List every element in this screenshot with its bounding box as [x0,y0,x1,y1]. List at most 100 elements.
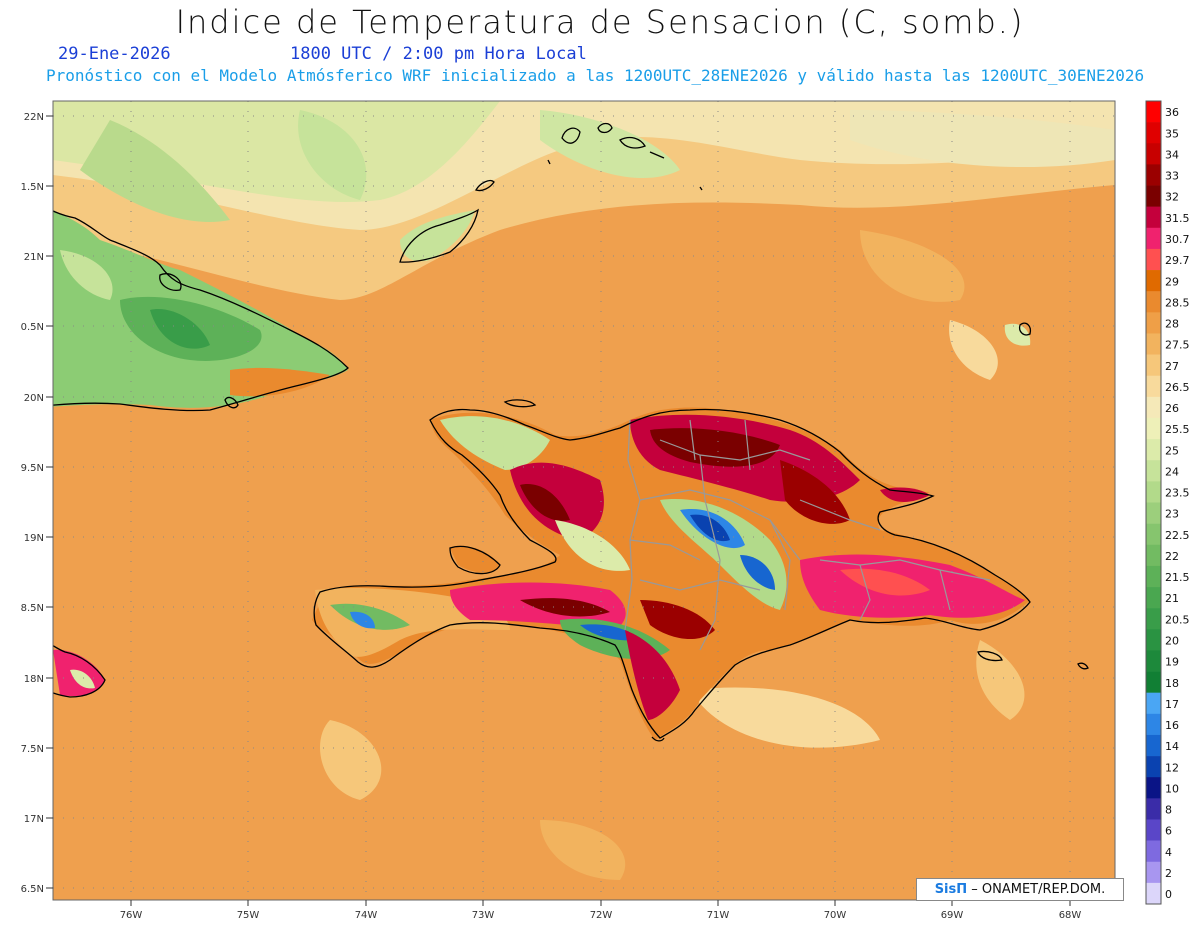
legend-label: 31.5 [1165,212,1190,225]
legend-label: 14 [1165,740,1179,753]
legend-label: 25 [1165,444,1179,457]
legend-label: 21.5 [1165,571,1190,584]
legend-swatch [1146,650,1161,672]
legend-swatch [1146,291,1161,313]
legend-label: 19 [1165,656,1179,669]
legend-label: 4 [1165,846,1172,859]
lat-label: 7.5N [21,744,44,755]
map-plot-area [53,101,1115,900]
legend-label: 16 [1165,719,1179,732]
coastlines [53,122,1089,742]
legend-swatch [1146,164,1161,186]
legend-label: 32 [1165,191,1179,204]
legend-label: 27 [1165,360,1179,373]
legend-swatch [1146,861,1161,884]
legend-label: 21 [1165,592,1179,605]
lat-label: 22N [24,112,44,123]
legend-label: 26 [1165,402,1179,415]
legend-swatch [1146,101,1161,123]
legend-swatch [1146,777,1161,799]
legend-swatch [1146,312,1161,334]
legend-label: 2 [1165,867,1172,880]
legend-swatch [1146,756,1161,778]
lon-label: 71W [707,910,730,921]
plot-frame [52,100,1116,901]
lat-label: 18N [24,674,44,685]
legend-swatch [1146,587,1161,609]
legend-swatch [1146,460,1161,482]
lat-label: 17N [24,814,44,825]
legend-label: 34 [1165,148,1179,161]
legend-label: 29 [1165,275,1179,288]
legend-swatch [1146,143,1161,165]
legend-label: 36 [1165,106,1179,119]
legend-swatch [1146,122,1161,144]
lat-label: 8.5N [21,603,44,614]
credit-box: SisΠ – ONAMET/REP.DOM. [916,878,1124,901]
legend-swatch [1146,819,1161,841]
legend-swatch [1146,882,1161,905]
legend-label: 28 [1165,318,1179,331]
legend-label: 0 [1165,888,1172,901]
legend-label: 27.5 [1165,339,1190,352]
lon-ticks [130,900,1071,906]
legend-swatch [1146,544,1161,567]
forecast-time: 1800 UTC / 2:00 pm Hora Local [290,44,587,64]
color-legend: 363534333231.530.729.72928.52827.52726.5… [1145,100,1190,905]
legend-swatch [1146,270,1161,292]
legend-label: 26.5 [1165,381,1190,394]
credit-text: – ONAMET/REP.DOM. [971,882,1106,897]
legend-label: 29.7 [1165,254,1190,267]
lat-label: 19N [24,533,44,544]
forecast-date: 29-Ene-2026 [58,44,171,64]
legend-swatch [1146,481,1161,503]
legend-label: 22.5 [1165,529,1190,542]
lat-label: 1.5N [21,182,44,193]
legend-swatch [1146,608,1161,630]
legend-label: 28.5 [1165,296,1190,309]
lat-label: 20N [24,393,44,404]
lon-label: 72W [590,910,613,921]
lon-label: 74W [355,910,378,921]
legend-swatch [1146,629,1161,651]
lon-label: 68W [1059,910,1082,921]
legend-swatch [1146,734,1161,757]
legend-frame [1145,100,1162,905]
legend-swatch [1146,523,1161,546]
lat-label: 9.5N [21,463,44,474]
legend-label: 25.5 [1165,423,1190,436]
legend-label: 12 [1165,761,1179,774]
legend-swatch [1146,565,1161,588]
legend-label: 20.5 [1165,613,1190,626]
legend-label: 8 [1165,804,1172,817]
legend-label: 24 [1165,465,1179,478]
model-info: Pronóstico con el Modelo Atmósferico WRF… [46,66,1145,85]
map-title: Indice de Temperatura de Sensacion (C, s… [175,3,1025,41]
legend-label: 6 [1165,825,1172,838]
legend-label: 23.5 [1165,487,1190,500]
lat-label: 21N [24,252,44,263]
lon-label: 76W [120,910,143,921]
legend-label: 22 [1165,550,1179,563]
legend-swatch [1146,248,1161,271]
legend-swatch [1146,502,1161,524]
legend-swatch [1146,840,1161,863]
legend-swatch [1146,333,1161,355]
lat-label: 0.5N [21,322,44,333]
legend-swatch [1146,713,1161,736]
legend-swatch [1146,375,1161,398]
legend-swatch [1146,798,1161,820]
legend-label: 20 [1165,635,1179,648]
legend-label: 33 [1165,170,1179,183]
lon-label: 69W [941,910,964,921]
legend-swatch [1146,396,1161,419]
province-borders [624,419,991,651]
legend-swatch [1146,692,1161,715]
legend-swatch [1146,439,1161,461]
legend-swatch [1146,206,1161,229]
legend-swatch [1146,227,1161,250]
lon-label: 73W [472,910,495,921]
legend-swatch [1146,671,1161,693]
lat-ticks [46,115,53,889]
